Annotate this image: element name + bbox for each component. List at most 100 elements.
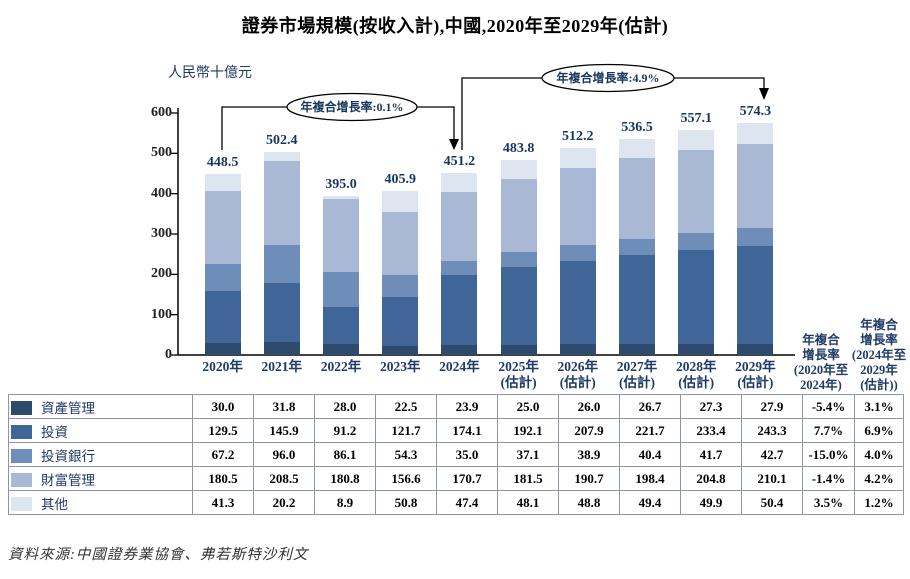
table-value-cell: 38.9 — [558, 442, 620, 467]
table-value-cell: 170.7 — [436, 466, 498, 491]
stacked-bar — [382, 191, 419, 355]
bar-segment — [263, 283, 300, 343]
bar-segment — [500, 252, 537, 268]
table-value-cell: 174.1 — [436, 418, 498, 443]
bar-segment — [382, 211, 419, 275]
x-axis-category-label: 2026年 (估計) — [557, 359, 599, 390]
bar-segment — [737, 245, 774, 344]
bar-total-label: 395.0 — [325, 176, 357, 192]
stacked-bar — [204, 174, 241, 355]
bar-segment — [263, 152, 300, 161]
legend-swatch-icon — [11, 496, 32, 511]
table-value-cell: 42.7 — [741, 442, 803, 467]
bar-segment — [382, 274, 419, 297]
bar-segment — [323, 343, 359, 355]
table-value-cell: 192.1 — [497, 418, 559, 443]
bar-segment — [441, 192, 478, 261]
cagr-value-cell: -5.4% — [802, 394, 855, 419]
legend-cell: 投資銀行 — [8, 442, 193, 467]
cagr-value-cell: 4.0% — [854, 442, 904, 467]
bar-segment — [678, 130, 715, 151]
bar-segment — [619, 344, 655, 355]
cagr-value-cell: 3.1% — [854, 394, 904, 419]
bar-segment — [441, 261, 478, 276]
table-value-cell: 204.8 — [680, 466, 742, 491]
bar-segment — [559, 168, 596, 245]
legend-cell: 資產管理 — [8, 394, 193, 419]
y-axis-tick-label: 500 — [151, 145, 172, 161]
bar-segment — [619, 254, 655, 345]
table-value-cell: 26.0 — [558, 394, 620, 419]
bar-segment — [500, 267, 537, 345]
table-value-cell: 48.8 — [558, 490, 620, 515]
table-value-cell: 210.1 — [741, 466, 803, 491]
legend-cell: 其他 — [8, 490, 193, 515]
table-value-cell: 27.3 — [680, 394, 742, 419]
stacked-bar — [441, 173, 478, 355]
bar-total-label: 536.5 — [621, 119, 653, 135]
table-value-cell: 25.0 — [497, 394, 559, 419]
table-value-cell: 40.4 — [619, 442, 681, 467]
arrow-down-icon — [759, 88, 769, 100]
data-table: 資產管理 30.0 31.8 28.0 22.5 23.9 25.0 26.0 26.7 27.3… — [8, 394, 904, 515]
y-axis-tick-label: 400 — [151, 185, 172, 201]
table-value-cell: 30.0 — [192, 394, 254, 419]
bar-total-label: 448.5 — [206, 155, 239, 171]
table-value-cell: 48.1 — [497, 490, 559, 515]
table-value-cell: 41.7 — [680, 442, 742, 467]
x-axis-category-label: 2023年 — [379, 359, 421, 374]
bar-segment — [678, 249, 715, 344]
bar-segment — [441, 275, 478, 346]
table-value-cell: 50.8 — [375, 490, 437, 515]
y-axis-tick-label: 200 — [151, 266, 172, 282]
table-value-cell: 54.3 — [375, 442, 437, 467]
table-value-cell: 121.7 — [375, 418, 437, 443]
x-axis-category-label: 2028年 (估計) — [675, 359, 717, 390]
bar-segment — [737, 343, 774, 355]
cagr-value-cell: 4.2% — [854, 466, 904, 491]
bar-segment — [737, 143, 774, 229]
table-value-cell: 198.4 — [619, 466, 681, 491]
table-value-cell: 145.9 — [253, 418, 315, 443]
cagr-value-cell: 1.2% — [854, 490, 904, 515]
table-value-cell: 221.7 — [619, 418, 681, 443]
bar-segment — [382, 191, 419, 212]
bar-segment — [500, 179, 537, 253]
bar-segment — [559, 244, 596, 261]
cagr-value-cell: -1.4% — [802, 466, 855, 491]
x-axis-category-label: 2027年 (估計) — [616, 359, 658, 390]
x-axis-category-label: 2024年 — [439, 359, 480, 374]
legend-swatch-icon — [11, 472, 32, 487]
legend-swatch-icon — [11, 400, 32, 415]
bar-segment — [737, 123, 774, 144]
bar-segment — [204, 342, 241, 355]
bar-segment — [619, 238, 655, 255]
bar-total-label: 451.2 — [443, 154, 476, 170]
bar-total-label: 502.4 — [266, 133, 298, 149]
table-value-cell: 49.9 — [680, 490, 742, 515]
table-value-cell: 35.0 — [436, 442, 498, 467]
bar-segment — [323, 199, 359, 273]
bar-total-label: 557.1 — [680, 111, 712, 127]
table-value-cell: 28.0 — [314, 394, 376, 419]
table-row: 其他 41.3 20.2 8.9 50.8 47.4 48.1 48.8 49.4 49.9 50.… — [8, 490, 904, 515]
legend-swatch-icon — [11, 448, 32, 463]
bar-segment — [263, 342, 300, 355]
table-value-cell: 156.6 — [375, 466, 437, 491]
bar-segment — [559, 260, 596, 345]
bar-segment — [441, 173, 478, 193]
stacked-bar — [737, 123, 774, 355]
table-value-cell: 180.5 — [192, 466, 254, 491]
legend-cell: 財富管理 — [8, 466, 193, 491]
cagr-value-cell: 3.5% — [802, 490, 855, 515]
legend-label: 投資 — [41, 424, 68, 440]
bar-total-label: 574.3 — [739, 104, 772, 120]
cagr-ellipse-2024-2029 — [541, 63, 675, 93]
cagr-value-cell: -15.0% — [802, 442, 855, 467]
legend-label: 資產管理 — [41, 400, 95, 416]
table-value-cell: 23.9 — [436, 394, 498, 419]
y-axis-tick-label: 300 — [151, 226, 172, 241]
table-value-cell: 207.9 — [558, 418, 620, 443]
bar-segment — [263, 244, 300, 284]
